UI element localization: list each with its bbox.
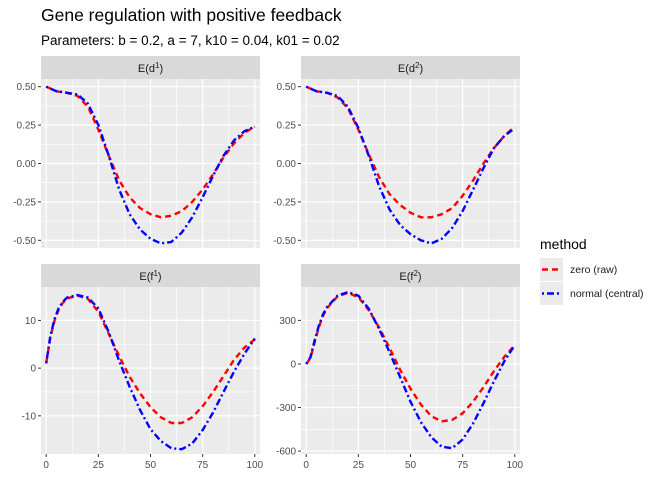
y-tick-label: -10 bbox=[22, 411, 37, 422]
series-line-zero-raw bbox=[45, 294, 256, 425]
y-tick-label: 10 bbox=[25, 316, 37, 327]
y-tick-label: -0.50 bbox=[13, 236, 36, 247]
y-tick-label: 300 bbox=[279, 316, 296, 327]
facet-label: E(f1) bbox=[139, 269, 161, 283]
legend-key-zero-bg bbox=[540, 258, 563, 281]
x-tick-label: 50 bbox=[145, 460, 157, 471]
series-line-normal-central bbox=[45, 85, 256, 245]
x-tick-label: 75 bbox=[197, 460, 209, 471]
facet-strip bbox=[41, 56, 260, 79]
y-tick-label: -300 bbox=[276, 403, 296, 414]
facet-strip bbox=[41, 264, 260, 287]
facet-label: E(f2) bbox=[399, 269, 421, 283]
series-line-normal-central bbox=[45, 293, 256, 451]
facet-panels: E(d1) 0.50 0.25 0.00 -0.25 -0.50 E(d2) 0.50 0.25… bbox=[13, 56, 524, 471]
y-tick-label: 0.00 bbox=[277, 159, 297, 170]
x-tick-label: 75 bbox=[457, 460, 469, 471]
y-tick-label: 0.25 bbox=[17, 121, 37, 132]
facet-panel-1: E(d1) 0.50 0.25 0.00 -0.25 -0.50 bbox=[13, 56, 260, 248]
series-line-zero-raw bbox=[45, 85, 256, 219]
legend-title: method bbox=[540, 236, 587, 252]
legend: method zero (raw) normal (central) bbox=[540, 236, 644, 305]
facet-label: E(d1) bbox=[138, 61, 163, 75]
facet-strip bbox=[301, 264, 520, 287]
x-tick-label: 50 bbox=[405, 460, 417, 471]
facet-panel-4: E(f2) 0 25 50 75 100 300 0 -300 -600 bbox=[276, 264, 524, 471]
x-tick-label: 0 bbox=[43, 460, 49, 471]
y-tick-label: 0.50 bbox=[17, 82, 37, 93]
facet-strip bbox=[301, 56, 520, 79]
y-tick-label: -600 bbox=[276, 447, 296, 458]
y-tick-label: 0 bbox=[30, 364, 36, 375]
chart-subtitle: Parameters: b = 0.2, a = 7, k10 = 0.04, … bbox=[41, 33, 340, 48]
facet-label: E(d2) bbox=[398, 61, 423, 75]
legend-entry-normal: normal (central) bbox=[570, 288, 644, 300]
y-tick-label: -0.50 bbox=[273, 236, 296, 247]
y-tick-label: 0.00 bbox=[17, 159, 37, 170]
y-tick-label: 0 bbox=[290, 359, 296, 370]
legend-entry-zero: zero (raw) bbox=[570, 264, 617, 276]
series-line-normal-central bbox=[305, 85, 516, 245]
series-line-normal-central bbox=[305, 290, 516, 450]
facet-panel-2: E(d2) 0.50 0.25 0.00 -0.25 -0.50 bbox=[273, 56, 520, 248]
x-tick-label: 100 bbox=[506, 460, 523, 471]
x-tick-label: 100 bbox=[246, 460, 263, 471]
chart-title: Gene regulation with positive feedback bbox=[41, 5, 342, 25]
y-tick-label: 0.50 bbox=[277, 82, 297, 93]
x-tick-label: 0 bbox=[303, 460, 309, 471]
series-line-zero-raw bbox=[305, 85, 516, 219]
series-line-zero-raw bbox=[305, 291, 516, 423]
y-tick-label: -0.25 bbox=[273, 197, 296, 208]
y-tick-label: -0.25 bbox=[13, 197, 36, 208]
x-tick-label: 25 bbox=[353, 460, 365, 471]
y-tick-label: 0.25 bbox=[277, 121, 297, 132]
x-tick-label: 25 bbox=[93, 460, 105, 471]
